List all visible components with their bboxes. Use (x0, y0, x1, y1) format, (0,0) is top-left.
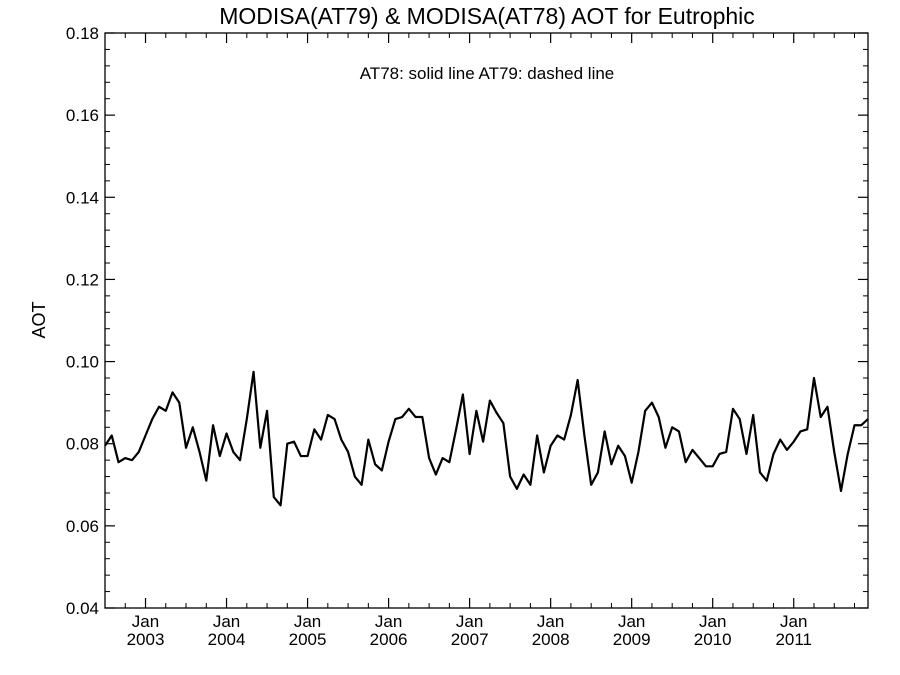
series-group (104, 370, 869, 507)
x-tick-year-label: 2009 (613, 630, 651, 649)
x-tick-year-label: 2003 (127, 630, 165, 649)
x-tick-month-label: Jan (780, 612, 807, 631)
x-tick-month-label: Jan (618, 612, 645, 631)
y-tick-label: 0.04 (66, 599, 99, 618)
x-tick-year-label: 2011 (775, 630, 812, 649)
y-axis-label: AOT (29, 301, 49, 338)
x-tick-month-label: Jan (375, 612, 402, 631)
x-tick-year-label: 2006 (370, 630, 408, 649)
plot-frame (104, 32, 869, 609)
y-tick-label: 0.12 (66, 270, 99, 289)
y-tick-label: 0.18 (66, 24, 99, 43)
x-tick-month-label: Jan (294, 612, 321, 631)
x-tick-year-label: 2010 (694, 630, 732, 649)
y-tick-label: 0.06 (66, 517, 99, 536)
line-style-annotation: AT78: solid line AT79: dashed line (360, 64, 615, 83)
x-tick-month-label: Jan (132, 612, 159, 631)
x-tick-month-label: Jan (213, 612, 240, 631)
axis-ticks (104, 32, 868, 609)
x-tick-year-label: 2005 (289, 630, 327, 649)
tick-labels: 0.040.060.080.100.120.140.160.18Jan2003J… (66, 24, 812, 649)
y-tick-label: 0.16 (66, 106, 99, 125)
x-tick-year-label: 2004 (208, 630, 246, 649)
y-tick-label: 0.14 (66, 188, 99, 207)
x-tick-month-label: Jan (456, 612, 483, 631)
chart-title: MODISA(AT79) & MODISA(AT78) AOT for Eutr… (219, 3, 755, 29)
series-line-solid (104, 370, 869, 507)
y-tick-label: 0.10 (66, 353, 99, 372)
x-tick-month-label: Jan (699, 612, 726, 631)
x-tick-year-label: 2007 (451, 630, 489, 649)
y-tick-label: 0.08 (66, 435, 99, 454)
x-tick-year-label: 2008 (532, 630, 570, 649)
x-tick-month-label: Jan (537, 612, 564, 631)
